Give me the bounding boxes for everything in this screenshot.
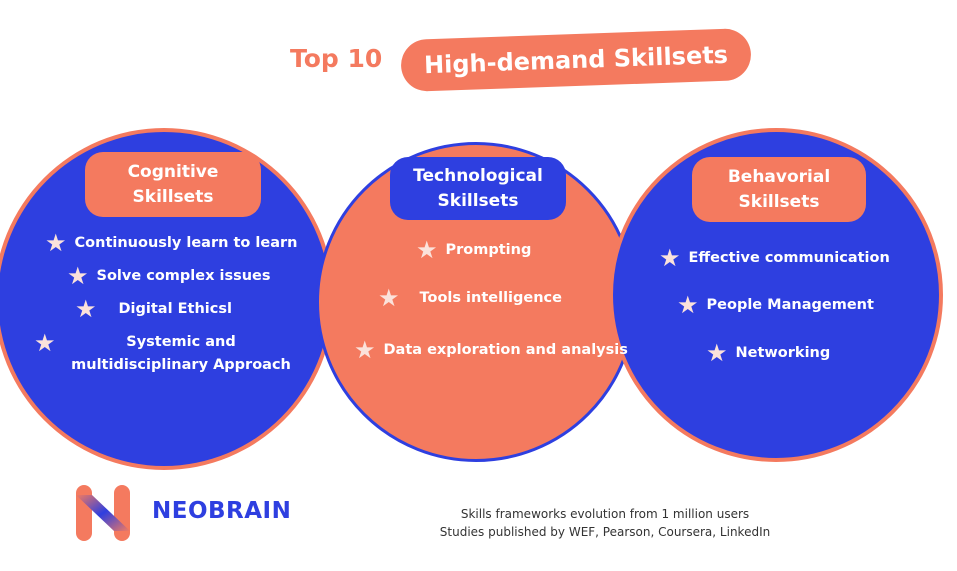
star-icon: ★ [706, 339, 728, 367]
skill-text: Digital Ethicsl [118, 301, 232, 317]
behavioral-label: Behavorial Skillsets [692, 157, 866, 222]
skill-item: ★ Prompting [416, 238, 531, 262]
skill-text: Prompting [445, 242, 532, 258]
skill-text: Solve complex issues [96, 268, 271, 284]
skill-text: People Management [706, 297, 874, 313]
star-icon: ★ [75, 295, 97, 323]
skill-item: ★ Systemic and multidisciplinary Approach [34, 331, 299, 377]
star-icon: ★ [354, 336, 376, 364]
skill-text: Networking [735, 345, 831, 361]
skill-text: Systemic and multidisciplinary Approach [71, 334, 291, 373]
skill-item: ★ Solve complex issues [67, 264, 271, 288]
skill-text: Effective communication [688, 250, 890, 266]
skill-text: Continuously learn to learn [74, 235, 298, 251]
skill-item: ★ Data exploration and analysis [354, 338, 628, 362]
neobrain-logo-icon [76, 485, 130, 541]
title-prefix: Top 10 [290, 44, 383, 73]
cognitive-label: Cognitive Skillsets [85, 152, 261, 217]
skill-item: ★ People Management [677, 293, 874, 317]
skill-item: ★ Tools intelligence [378, 286, 562, 310]
title-text: High-demand Skillsets [423, 40, 729, 80]
star-icon: ★ [659, 244, 681, 272]
title-pill: High-demand Skillsets [400, 27, 752, 93]
star-icon: ★ [416, 236, 438, 264]
skill-item: ★ Digital Ethicsl [75, 297, 232, 321]
skill-item: ★ Networking [706, 341, 830, 365]
skill-item: ★ Continuously learn to learn [45, 231, 298, 255]
brand-name: NEOBRAIN [152, 498, 292, 524]
source-line: Studies published by WEF, Pearson, Cours… [439, 525, 771, 539]
skill-item: ★ Effective communication [659, 246, 890, 270]
source-line: Skills frameworks evolution from 1 milli… [460, 507, 750, 521]
star-icon: ★ [45, 229, 67, 257]
source-note: Skills frameworks evolution from 1 milli… [410, 505, 800, 541]
skill-text: Tools intelligence [419, 290, 562, 306]
star-icon: ★ [677, 291, 699, 319]
technological-label: Technological Skillsets [390, 157, 566, 220]
skill-text: Data exploration and analysis [383, 342, 628, 358]
star-icon: ★ [378, 284, 400, 312]
star-icon: ★ [67, 262, 89, 290]
star-icon: ★ [34, 329, 56, 357]
